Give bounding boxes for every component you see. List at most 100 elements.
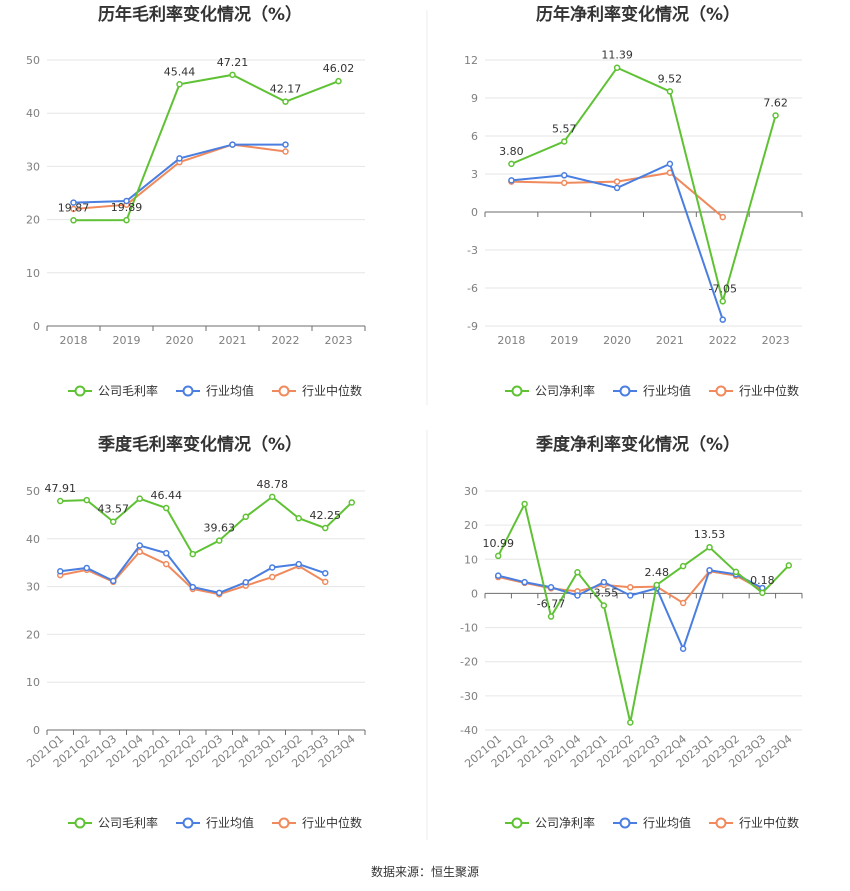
data-point-company: [295, 514, 302, 522]
data-point-company: [574, 569, 581, 576]
data-point-avg: [282, 141, 289, 148]
legend-marker: [511, 385, 523, 397]
legend-label: 行业中位数: [739, 815, 799, 830]
y-tick-label: 30: [26, 581, 40, 594]
data-point-avg: [666, 160, 674, 168]
chart-title: 历年毛利率变化情况（%）: [98, 4, 302, 25]
chart-title: 季度毛利率变化情况（%）: [98, 434, 302, 455]
data-point-company: [335, 77, 342, 85]
y-tick-label: -10: [460, 622, 478, 635]
data-point-company: [666, 88, 674, 95]
data-label: 43.57: [98, 503, 130, 516]
data-point-avg: [508, 177, 515, 184]
legend-marker: [278, 817, 290, 829]
data-point-company: [176, 81, 183, 88]
data-point-company: [613, 64, 621, 71]
legend-marker: [74, 385, 86, 397]
data-point-avg: [679, 645, 687, 652]
legend-label: 行业均值: [206, 383, 254, 398]
legend-label: 行业均值: [643, 383, 691, 398]
legend-item-median: 行业中位数: [272, 383, 362, 398]
data-point-company: [189, 550, 196, 558]
y-tick-label: 50: [26, 485, 40, 498]
y-tick-label: -3: [467, 244, 478, 257]
y-tick-label: -20: [460, 656, 478, 669]
legend-item-median: 行业中位数: [272, 815, 362, 830]
data-point-company: [70, 217, 77, 224]
data-label: 39.63: [204, 522, 236, 535]
data-point-avg: [83, 564, 90, 572]
data-point-avg: [574, 592, 581, 599]
data-label: 11.39: [601, 49, 633, 62]
data-label: 10.99: [482, 537, 514, 550]
legend-item-avg: 行业均值: [176, 383, 254, 398]
legend-marker: [74, 817, 86, 829]
data-point-avg: [229, 141, 236, 148]
legend-marker: [715, 385, 727, 397]
x-tick-label: 2018: [60, 334, 88, 347]
data-label: 42.25: [310, 509, 342, 522]
data-point-company: [57, 497, 64, 505]
y-tick-label: 3: [471, 168, 478, 181]
data-point-company: [679, 562, 687, 570]
data-point-avg: [322, 569, 329, 577]
data-point-avg: [189, 583, 196, 591]
data-point-company: [494, 552, 502, 560]
chart-2: 历年净利率变化情况（%） -9 -6 -3 0 3 6 9 12 2018 2019 2020 2021…: [464, 4, 803, 398]
data-point-avg: [70, 199, 77, 206]
data-point-company: [348, 499, 355, 506]
data-point-avg: [216, 589, 223, 597]
data-point-median: [70, 205, 77, 213]
data-point-company: [216, 537, 223, 544]
data-label: 47.21: [217, 56, 249, 69]
data-point-median: [613, 178, 621, 185]
legend-label: 公司净利率: [535, 815, 595, 830]
series-line-median: [73, 143, 286, 210]
data-label: 7.62: [763, 96, 788, 109]
y-tick-label: 20: [26, 214, 40, 227]
data-label: 0.18: [750, 574, 775, 587]
data-point-company: [163, 504, 170, 512]
y-tick-label: -30: [460, 690, 478, 703]
y-tick-label: 6: [471, 130, 478, 143]
data-point-company: [719, 298, 726, 305]
x-tick-label: 2020: [603, 334, 631, 347]
x-tick-label: 2021: [656, 334, 684, 347]
series-line-company: [73, 73, 339, 222]
series-line-company: [497, 501, 790, 723]
data-point-avg: [57, 568, 64, 575]
x-tick-label: 2022: [272, 334, 300, 347]
legend-item-median: 行业中位数: [709, 383, 799, 398]
y-tick-label: 30: [26, 160, 40, 173]
data-point-avg: [163, 549, 170, 557]
data-point-median: [627, 584, 634, 591]
data-point-median: [679, 599, 687, 607]
data-point-company: [83, 496, 90, 504]
legend-item-avg: 行业均值: [613, 383, 691, 398]
data-point-avg: [136, 542, 143, 549]
y-tick-label: 12: [464, 54, 478, 67]
chart-title: 季度净利率变化情况（%）: [536, 434, 740, 455]
legend-marker: [511, 817, 523, 829]
y-tick-label: -40: [460, 724, 478, 737]
y-tick-label: -9: [467, 320, 478, 333]
data-point-median: [269, 573, 276, 581]
legend-marker: [182, 385, 194, 397]
data-point-avg: [123, 197, 130, 205]
legend-item-median: 行业中位数: [709, 815, 799, 830]
y-tick-label: 20: [464, 519, 478, 532]
data-label: 19.89: [111, 201, 143, 214]
legend-item-company: 公司净利率: [505, 815, 595, 830]
data-point-company: [627, 719, 634, 726]
data-label: 45.44: [164, 65, 196, 78]
legend-marker: [182, 817, 194, 829]
y-tick-label: 40: [26, 107, 40, 120]
data-point-avg: [295, 560, 302, 568]
data-point-company: [242, 513, 249, 521]
data-point-company: [282, 98, 289, 105]
y-tick-label: 30: [464, 485, 478, 498]
data-point-avg: [269, 564, 276, 571]
legend-label: 行业中位数: [739, 383, 799, 398]
data-point-company: [732, 568, 740, 576]
data-label: 48.78: [257, 478, 289, 491]
